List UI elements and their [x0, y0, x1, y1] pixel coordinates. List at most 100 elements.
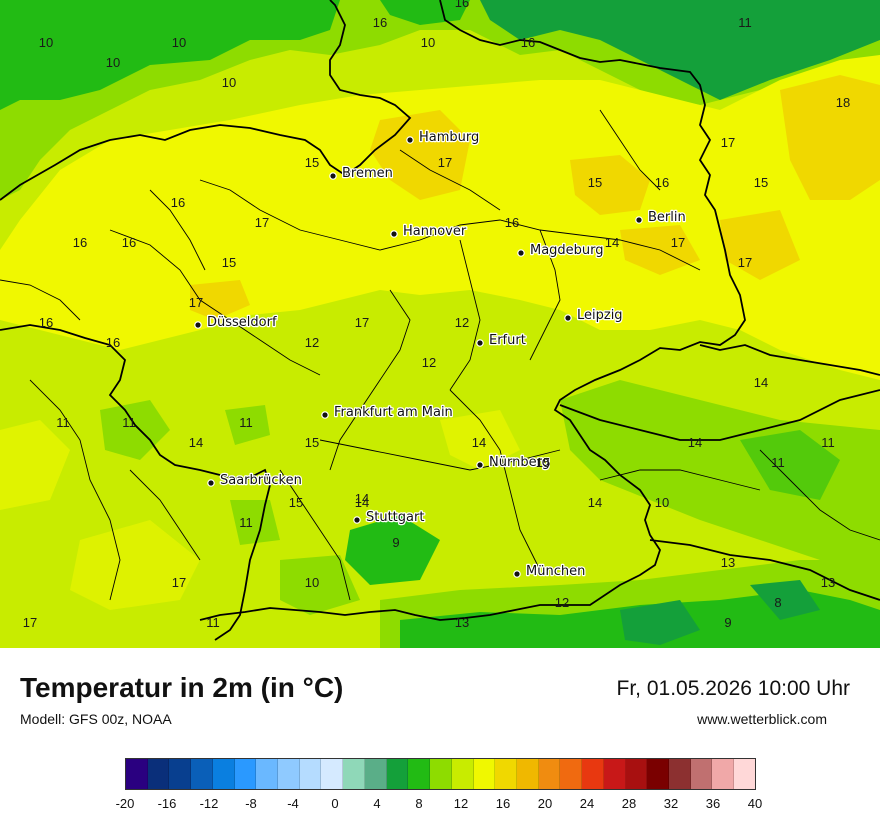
city-label-erfurt: Erfurt [489, 333, 526, 348]
city-marker-erfurt[interactable] [476, 339, 484, 347]
isotherm-label: 10 [421, 35, 435, 50]
legend-swatch [734, 759, 755, 789]
legend-swatch [169, 759, 192, 789]
isotherm-label: 14 [355, 491, 369, 506]
legend-tick-label: 28 [621, 796, 637, 811]
isotherm-label: 18 [836, 95, 850, 110]
legend-ticks: -20 -16 -12 -8 -4 0 4 8 12 16 20 24 28 32 36 40 [0, 796, 880, 816]
legend-swatch [126, 759, 148, 789]
isotherm-label: 17 [438, 155, 452, 170]
legend-tick-label: 40 [747, 796, 763, 811]
legend-swatch [256, 759, 279, 789]
legend-swatch [343, 759, 365, 789]
legend-tick-label: 32 [663, 796, 679, 811]
isotherm-label: 16 [73, 235, 87, 250]
legend-tick-label: -12 [199, 796, 219, 811]
isotherm-label: 13 [721, 555, 735, 570]
legend-tick-label: 0 [331, 796, 339, 811]
city-marker-hannover[interactable] [390, 230, 398, 238]
city-label-nuernberg: Nürnberg [489, 455, 550, 470]
legend-swatch [451, 759, 474, 789]
isotherm-label: 12 [555, 595, 569, 610]
legend-swatch [538, 759, 561, 789]
isotherm-label: 11 [239, 415, 253, 430]
city-marker-stuttgart[interactable] [353, 516, 361, 524]
city-label-frankfurt: Frankfurt am Main [334, 405, 453, 420]
isotherm-label: 14 [605, 235, 619, 250]
legend-swatch [603, 759, 626, 789]
legend-tick-label: -20 [115, 796, 135, 811]
legend-tick-label: 36 [705, 796, 721, 811]
map-canvas [0, 0, 880, 648]
legend-swatch [473, 759, 496, 789]
legend-swatch [647, 759, 669, 789]
map-labels: Hamburg Bremen Hannover Berlin Magdeburg Leip… [23, 0, 850, 630]
isotherm-label: 13 [821, 575, 835, 590]
isotherm-label: 14 [189, 435, 203, 450]
city-label-duesseldorf: Düsseldorf [207, 315, 277, 330]
isotherm-label: 12 [422, 355, 436, 370]
legend-swatch [299, 759, 322, 789]
isotherm-label: 17 [355, 315, 369, 330]
legend-swatch [516, 759, 539, 789]
isotherm-label: 11 [56, 415, 70, 430]
isotherm-label: 16 [521, 35, 535, 50]
legend-tick-label: -8 [245, 796, 257, 811]
city-marker-duesseldorf[interactable] [194, 321, 202, 329]
isotherm-label: 13 [455, 615, 469, 630]
legend-tick-label: -16 [157, 796, 177, 811]
isotherm-label: 16 [655, 175, 669, 190]
legend-tick-label: 12 [453, 796, 469, 811]
city-marker-berlin[interactable] [635, 216, 643, 224]
city-marker-saarbruecken[interactable] [207, 479, 215, 487]
isotherm-label: 17 [738, 255, 752, 270]
isotherm-label: 10 [305, 575, 319, 590]
isotherm-label: 15 [222, 255, 236, 270]
isotherm-label: 14 [688, 435, 702, 450]
city-marker-muenchen[interactable] [513, 570, 521, 578]
isotherm-label: 14 [754, 375, 768, 390]
isotherm-label: 11 [206, 615, 220, 630]
legend-swatch [668, 759, 691, 789]
isotherm-label: 15 [536, 455, 550, 470]
isotherm-label: 15 [305, 155, 319, 170]
city-label-saarbruecken: Saarbrücken [220, 473, 302, 488]
city-marker-frankfurt[interactable] [321, 411, 329, 419]
isotherm-label: 12 [455, 315, 469, 330]
isotherm-label: 11 [738, 15, 752, 30]
isotherm-label: 17 [721, 135, 735, 150]
isotherm-label: 16 [505, 215, 519, 230]
map-title: Temperatur in 2m (in °C) [20, 672, 344, 703]
isotherm-label: 11 [771, 455, 785, 470]
isotherm-label: 17 [255, 215, 269, 230]
isotherm-label: 11 [122, 415, 136, 430]
city-marker-nuernberg[interactable] [476, 461, 484, 469]
legend-swatch [212, 759, 235, 789]
isotherm-label: 10 [222, 75, 236, 90]
city-label-leipzig: Leipzig [577, 308, 623, 323]
city-label-muenchen: München [526, 564, 585, 579]
isotherm-label: 15 [754, 175, 768, 190]
legend-swatch [147, 759, 170, 789]
isotherm-label: 16 [455, 0, 469, 10]
legend-tick-label: 20 [537, 796, 553, 811]
forecast-datetime: Fr, 01.05.2026 10:00 Uhr [616, 677, 851, 700]
isotherm-label: 10 [39, 35, 53, 50]
temperature-map[interactable]: Hamburg Bremen Hannover Berlin Magdeburg Leip… [0, 0, 880, 648]
legend-swatch [430, 759, 452, 789]
city-marker-leipzig[interactable] [564, 314, 572, 322]
city-marker-hamburg[interactable] [406, 136, 414, 144]
website-link[interactable]: www.wetterblick.com [697, 711, 827, 727]
legend-tick-label: 16 [495, 796, 511, 811]
legend-swatch [712, 759, 735, 789]
isotherm-label: 10 [172, 35, 186, 50]
isotherm-label: 14 [355, 495, 369, 510]
city-label-magdeburg: Magdeburg [530, 243, 604, 258]
city-label-berlin: Berlin [648, 210, 686, 225]
city-marker-magdeburg[interactable] [517, 249, 525, 257]
legend-tick-label: -4 [287, 796, 299, 811]
city-marker-bremen[interactable] [329, 172, 337, 180]
legend-swatch [364, 759, 387, 789]
isotherm-label: 8 [774, 595, 781, 610]
legend-swatch [495, 759, 517, 789]
